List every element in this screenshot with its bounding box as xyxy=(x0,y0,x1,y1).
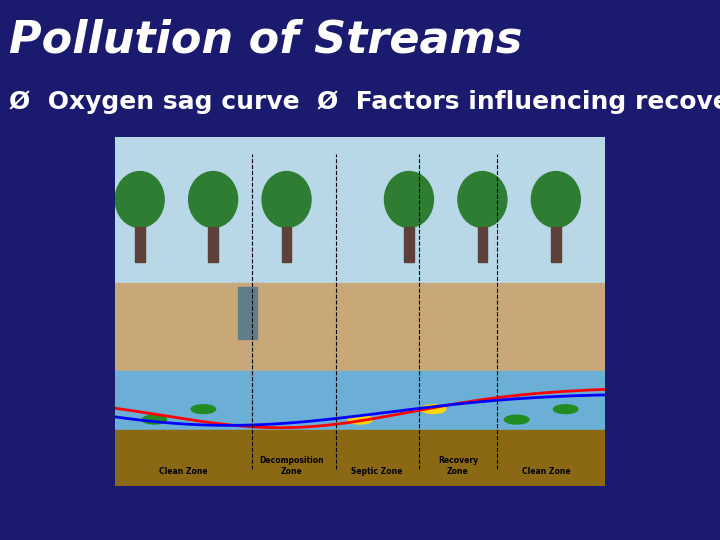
Ellipse shape xyxy=(554,405,578,414)
Text: Ø  Oxygen sag curve: Ø Oxygen sag curve xyxy=(9,90,300,113)
Bar xyxy=(115,137,605,294)
Text: Clean Zone: Clean Zone xyxy=(522,467,570,476)
Bar xyxy=(115,370,605,434)
Bar xyxy=(404,227,414,262)
Bar xyxy=(208,227,218,262)
Text: © 2005 Nickelcie - Thomson: © 2005 Nickelcie - Thomson xyxy=(120,472,259,483)
Ellipse shape xyxy=(189,172,238,227)
Ellipse shape xyxy=(384,172,433,227)
Ellipse shape xyxy=(348,415,372,424)
Bar xyxy=(135,227,145,262)
Bar xyxy=(551,227,561,262)
Ellipse shape xyxy=(142,415,166,424)
Text: Recovery
Zone: Recovery Zone xyxy=(438,456,478,476)
Text: Clean Zone: Clean Zone xyxy=(159,467,208,476)
Ellipse shape xyxy=(458,172,507,227)
Bar xyxy=(477,227,487,262)
Ellipse shape xyxy=(531,172,580,227)
Ellipse shape xyxy=(505,415,529,424)
Bar xyxy=(115,284,605,381)
Text: Pollution of Streams: Pollution of Streams xyxy=(9,18,522,62)
Bar xyxy=(282,227,292,262)
Text: Septic Zone: Septic Zone xyxy=(351,467,402,476)
Bar xyxy=(238,287,257,339)
Ellipse shape xyxy=(191,405,215,414)
Text: Decomposition
Zone: Decomposition Zone xyxy=(259,456,324,476)
Ellipse shape xyxy=(262,172,311,227)
Text: Ø  Factors influencing recovery: Ø Factors influencing recovery xyxy=(317,90,720,113)
Ellipse shape xyxy=(115,172,164,227)
Text: Fig. 22-5 p. 496: Fig. 22-5 p. 496 xyxy=(456,468,590,483)
Bar xyxy=(115,430,605,486)
Ellipse shape xyxy=(421,405,446,414)
